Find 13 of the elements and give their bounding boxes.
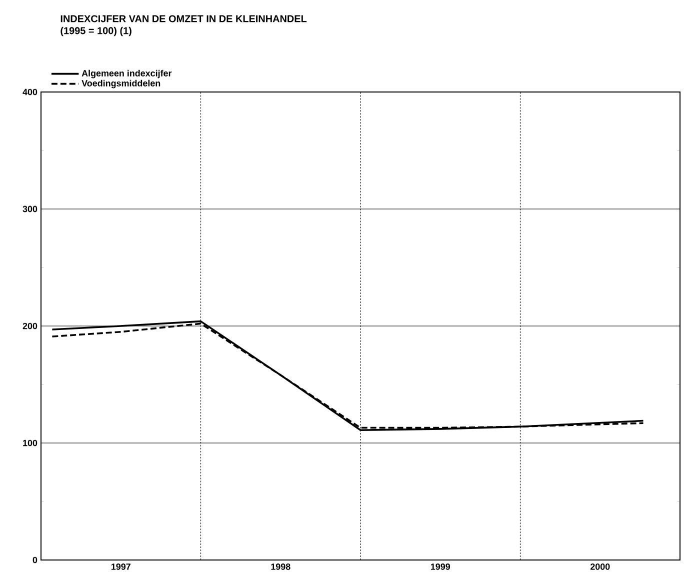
y-tick-label: 100 — [23, 440, 38, 446]
y-tick-label: 0 — [32, 556, 38, 564]
x-tick-label: 1997 — [111, 564, 130, 570]
chart-subtitle: (1995 = 100) (1) — [60, 26, 132, 36]
legend-label: Voedingsmiddelen — [82, 80, 160, 88]
chart-title: INDEXCIJFER VAN DE OMZET IN DE KLEINHANDEL — [60, 15, 307, 22]
y-tick-label: 300 — [22, 206, 38, 212]
y-tick-label: 400 — [22, 88, 38, 96]
x-tick-label: 2000 — [590, 564, 610, 570]
y-tick-label: 200 — [22, 322, 38, 330]
x-tick-label: 1999 — [430, 564, 450, 570]
x-tick-label: 1998 — [271, 564, 290, 570]
legend-label: Algemeen indexcijfer — [82, 70, 172, 78]
